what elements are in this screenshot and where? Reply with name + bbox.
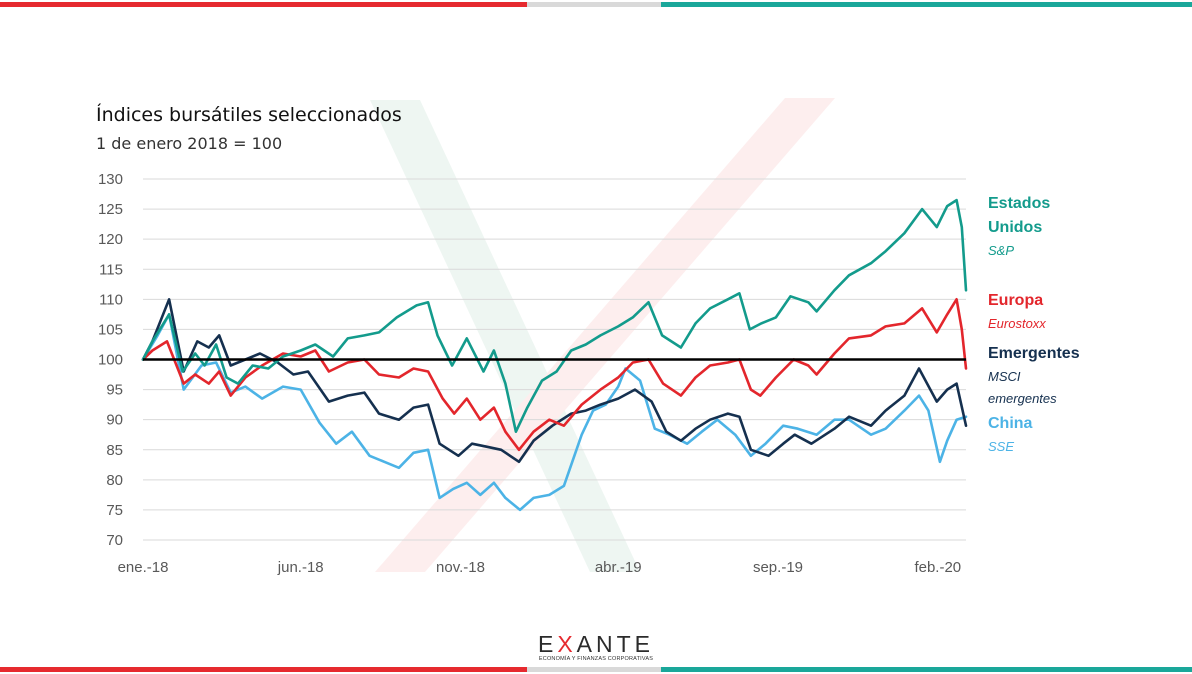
y-tick-label: 105: [98, 321, 123, 338]
x-tick-label: abr.-19: [595, 559, 642, 576]
y-tick-label: 75: [106, 502, 123, 519]
y-tick-label: 90: [106, 412, 123, 429]
bottom-band-teal: [661, 667, 1192, 672]
x-axis-tick-labels: ene.-18 jun.-18 nov.-18 abr.-19 sep.-19 feb.-…: [118, 559, 962, 576]
legend-msci: Emergentes MSCI emergentes: [988, 342, 1080, 410]
logo-wordmark: EXANTE: [534, 632, 658, 656]
y-tick-label: 70: [106, 532, 123, 549]
watermark-stroke-right: [375, 98, 835, 572]
x-tick-label: nov.-18: [436, 559, 485, 576]
y-tick-label: 95: [106, 382, 123, 399]
series-line-eurostoxx: [141, 297, 968, 452]
legend-eurostoxx: Europa Eurostoxx: [988, 289, 1046, 335]
y-tick-label: 130: [98, 171, 123, 188]
legend-sp: Estados Unidos S&P: [988, 192, 1050, 262]
top-color-band: [0, 2, 1192, 7]
y-axis-tick-labels: 70 75 80 85 90 95 100 105 110 115 120 125 130: [98, 171, 123, 549]
bottom-color-band: [0, 667, 1192, 672]
logo-prefix: E: [537, 631, 558, 657]
logo-tagline: ECONOMÍA Y FINANZAS CORPORATIVAS: [538, 656, 654, 662]
legend-name-eurostoxx: Europa: [988, 292, 1044, 309]
logo-x-mark: X: [557, 631, 577, 657]
legend-sub-sse: SSE: [988, 439, 1015, 454]
bottom-band-grey: [527, 667, 661, 672]
top-band-teal: [661, 2, 1192, 7]
legend-name-sp: Estados Unidos: [988, 195, 1051, 236]
y-tick-label: 110: [99, 291, 123, 308]
series-line-sp: [141, 198, 968, 434]
y-tick-label: 125: [98, 201, 123, 218]
y-tick-label: 85: [106, 442, 123, 459]
legend-name-sse: China: [988, 415, 1033, 432]
legend-sub-msci: MSCI emergentes: [988, 369, 1057, 406]
x-tick-label: feb.-20: [914, 559, 961, 576]
logo-suffix: ANTE: [576, 631, 655, 657]
exante-logo: EXANTE ECONOMÍA Y FINANZAS CORPORATIVAS: [534, 632, 658, 662]
x-tick-label: jun.-18: [277, 559, 324, 576]
series-lines: [141, 198, 968, 512]
chart-title: Índices bursátiles seleccionados: [96, 104, 402, 126]
top-band-red: [0, 2, 527, 7]
series-line-msci: [141, 297, 968, 464]
watermark-stroke-left: [370, 100, 640, 572]
x-tick-label: ene.-18: [118, 559, 169, 576]
legend-sub-sp: S&P: [988, 243, 1015, 258]
bottom-band-red: [0, 667, 527, 672]
x-tick-label: sep.-19: [753, 559, 803, 576]
chart-subtitle: 1 de enero 2018 = 100: [96, 134, 283, 153]
y-tick-label: 120: [98, 231, 123, 248]
top-band-grey: [527, 2, 661, 7]
y-tick-label: 100: [98, 352, 123, 369]
legend-sub-eurostoxx: Eurostoxx: [988, 316, 1046, 331]
legend-sse: China SSE: [988, 412, 1032, 458]
y-tick-label: 80: [106, 472, 123, 489]
y-tick-label: 115: [99, 261, 123, 278]
legend-name-msci: Emergentes: [988, 345, 1080, 362]
